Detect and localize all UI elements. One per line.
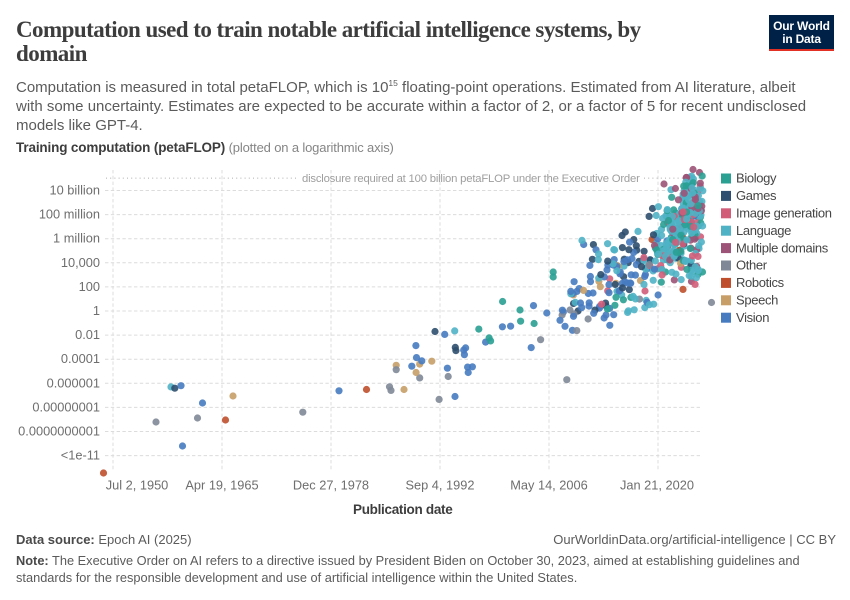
svg-text:100 million: 100 million [39,207,100,222]
svg-text:Robotics: Robotics [736,275,785,290]
svg-text:0.000001: 0.000001 [47,375,100,390]
svg-text:0.01: 0.01 [75,327,100,342]
svg-text:0.00000001: 0.00000001 [32,399,100,414]
svg-text:Jan 21, 2020: Jan 21, 2020 [620,478,694,493]
svg-text:1: 1 [93,303,100,318]
svg-text:Dec 27, 1978: Dec 27, 1978 [293,478,369,493]
svg-text:Language: Language [736,223,791,238]
svg-text:1 million: 1 million [53,231,100,246]
svg-text:100: 100 [79,279,100,294]
svg-text:Games: Games [736,188,777,203]
svg-text:Biology: Biology [736,171,777,186]
svg-text:May 14, 2006: May 14, 2006 [510,478,588,493]
svg-text:Vision: Vision [736,310,769,325]
svg-text:10,000: 10,000 [61,255,100,270]
svg-text:<1e-11: <1e-11 [61,448,100,463]
svg-text:Speech: Speech [736,293,778,308]
svg-text:Apr 19, 1965: Apr 19, 1965 [185,478,258,493]
svg-text:Sep 4, 1992: Sep 4, 1992 [405,478,474,493]
svg-text:Jul 2, 1950: Jul 2, 1950 [106,478,169,493]
svg-text:10 billion: 10 billion [49,183,100,198]
svg-text:0.0001: 0.0001 [61,351,100,366]
svg-text:Other: Other [736,258,768,273]
svg-text:0.0000000001: 0.0000000001 [18,424,100,439]
svg-text:disclosure required at 100 bil: disclosure required at 100 billion petaF… [302,173,640,185]
svg-text:Image generation: Image generation [736,206,832,221]
svg-text:Multiple domains: Multiple domains [736,240,829,255]
